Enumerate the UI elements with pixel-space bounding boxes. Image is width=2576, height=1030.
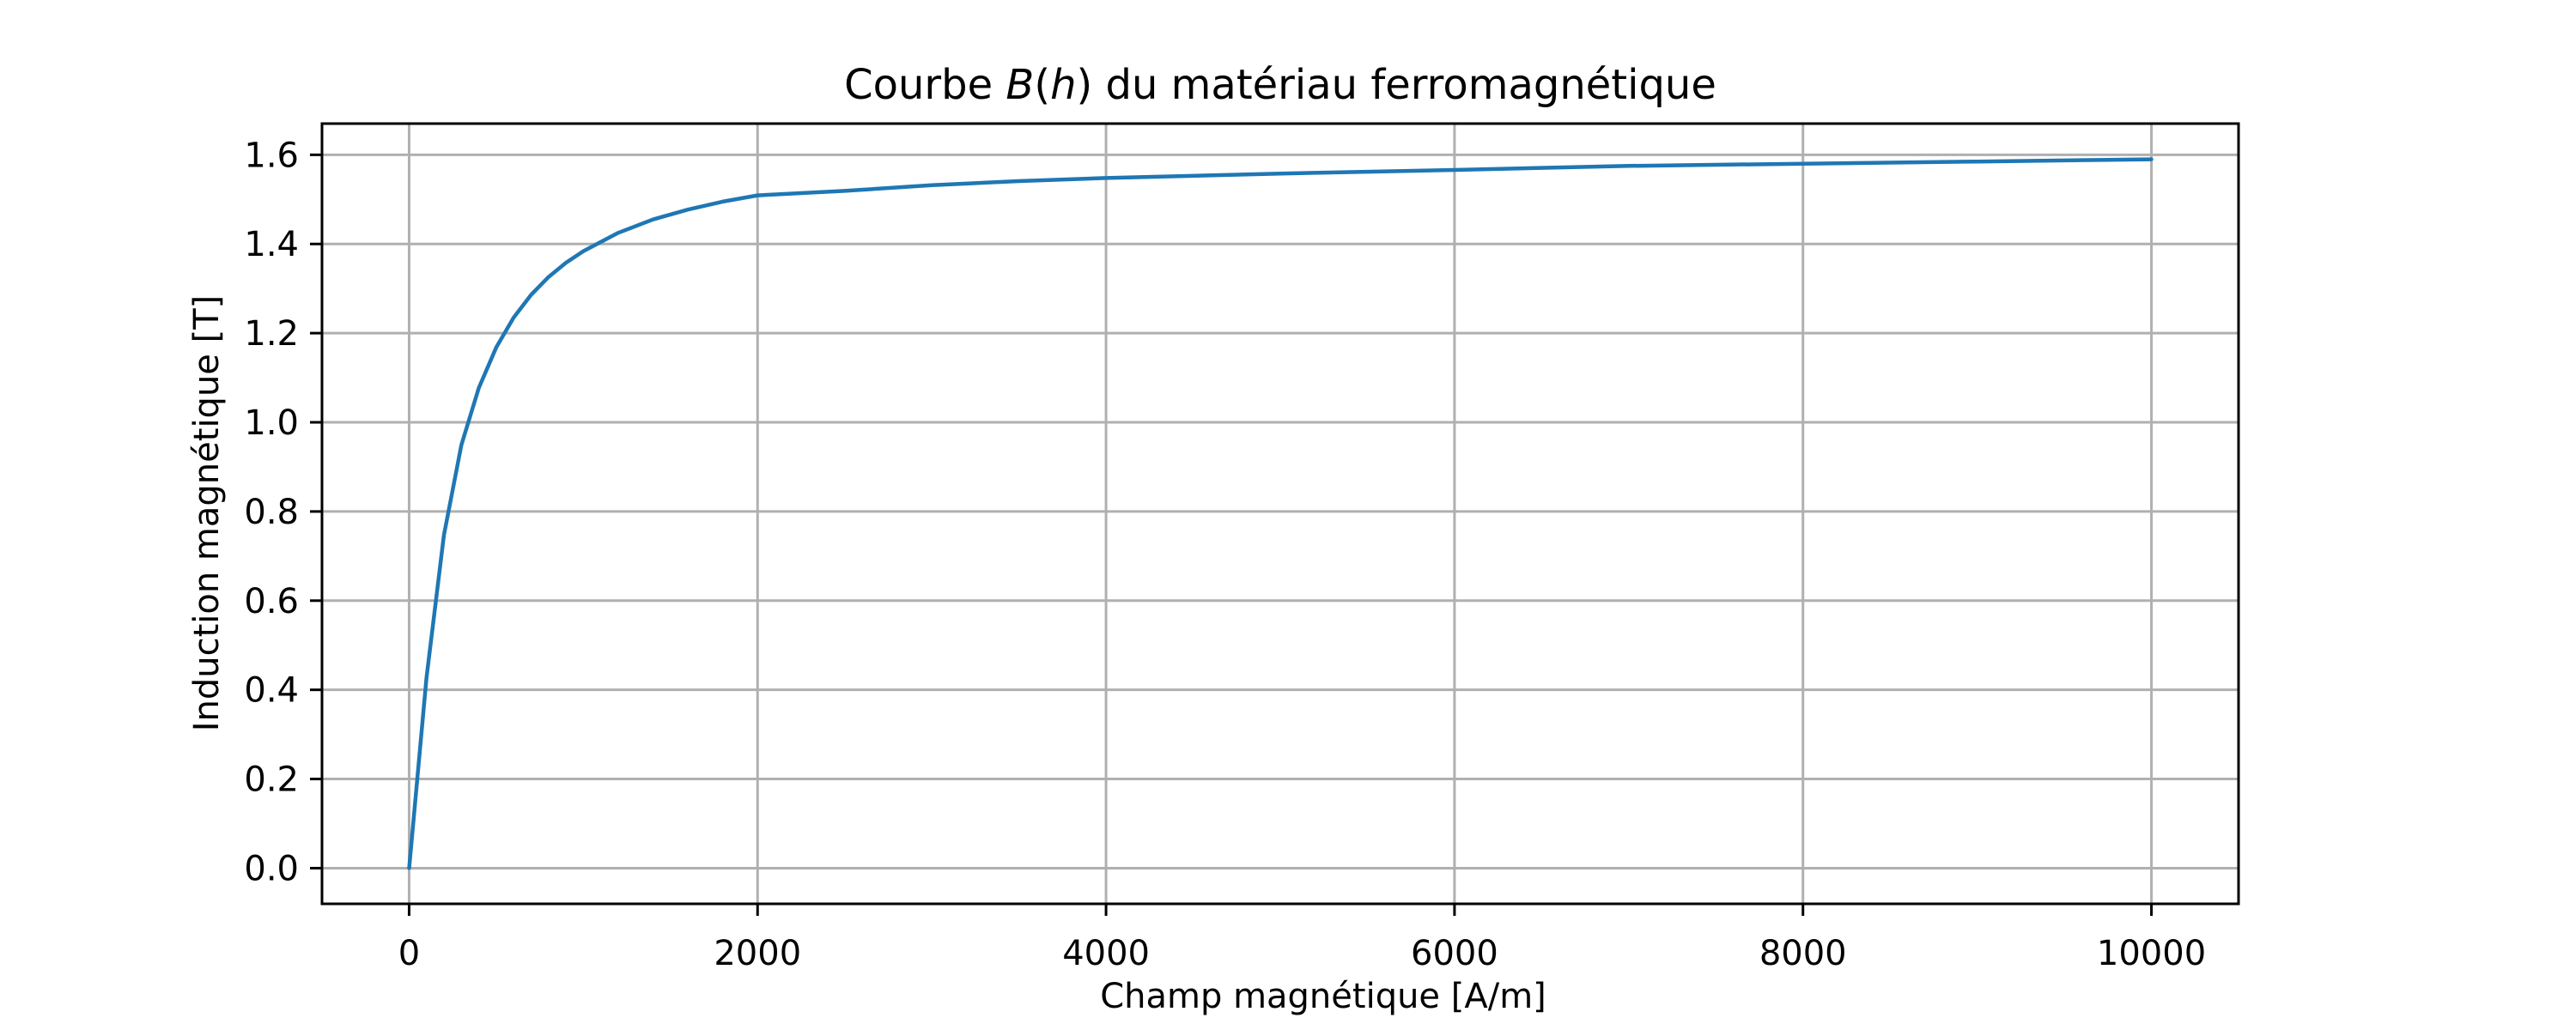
x-axis-label: Champ magnétique [A/m] xyxy=(1100,977,1546,1016)
chart-title: Courbe B(h) du matériau ferromagnétique xyxy=(844,61,1716,109)
chart-title-part: h xyxy=(1050,61,1076,109)
x-tick-label: 6000 xyxy=(1411,934,1498,973)
y-tick-label: 1.4 xyxy=(244,225,299,264)
axis-ticks xyxy=(310,153,2154,916)
x-tick-label: 2000 xyxy=(714,934,801,973)
y-tick-label: 0.8 xyxy=(244,493,299,532)
chart-title-part: Courbe xyxy=(844,61,1005,109)
bh-series-line xyxy=(407,157,2154,870)
x-tick-label: 10000 xyxy=(2097,934,2206,973)
x-tick-label: 4000 xyxy=(1062,934,1150,973)
chart-title-part: B xyxy=(1005,61,1034,109)
y-axis-label: Induction magnétique [T] xyxy=(187,295,227,732)
y-tick-label: 1.0 xyxy=(244,403,299,443)
y-tick-label: 0.6 xyxy=(244,582,299,621)
chart-title-part: ( xyxy=(1034,61,1050,109)
grid-lines xyxy=(322,124,2239,904)
y-tick-label: 1.6 xyxy=(244,136,299,175)
chart-title-part: ) du matériau ferromagnétique xyxy=(1077,61,1716,109)
x-tick-labels: 0 2000 4000 6000 8000 10000 xyxy=(398,934,2206,973)
plot-series xyxy=(407,157,2154,870)
y-tick-label: 0.4 xyxy=(244,671,299,711)
y-tick-label: 1.2 xyxy=(244,314,299,354)
plot-frame xyxy=(320,122,2240,906)
y-tick-labels: 0.0 0.2 0.4 0.6 0.8 1.0 1.2 1.4 1.6 xyxy=(244,136,299,888)
y-tick-label: 0.0 xyxy=(244,849,299,888)
x-tick-label: 8000 xyxy=(1759,934,1847,973)
y-tick-label: 0.2 xyxy=(244,760,299,800)
x-tick-label: 0 xyxy=(398,934,420,973)
